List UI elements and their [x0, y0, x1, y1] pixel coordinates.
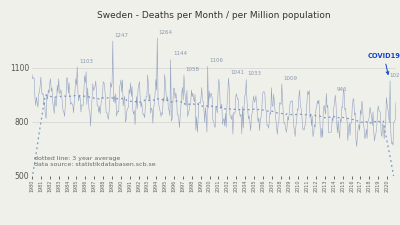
Text: data source: statistikdatabasen.scb.se: data source: statistikdatabasen.scb.se [34, 162, 156, 167]
Text: 1009: 1009 [283, 76, 297, 81]
Text: 1058: 1058 [186, 67, 200, 72]
Text: 1103: 1103 [79, 59, 93, 64]
Text: 1026: 1026 [390, 73, 400, 78]
Text: 1247: 1247 [114, 33, 128, 38]
Title: Sweden - Deaths per Month / per Million population: Sweden - Deaths per Month / per Million … [97, 11, 331, 20]
Text: 1041: 1041 [230, 70, 244, 75]
Text: dotted line: 3 year average: dotted line: 3 year average [34, 156, 120, 161]
Text: 1264: 1264 [158, 30, 172, 35]
Text: COVID19: COVID19 [368, 53, 400, 74]
Text: 1033: 1033 [248, 71, 262, 76]
Text: 1106: 1106 [210, 58, 224, 63]
Text: 946: 946 [336, 87, 347, 92]
Text: 1144: 1144 [173, 51, 187, 56]
